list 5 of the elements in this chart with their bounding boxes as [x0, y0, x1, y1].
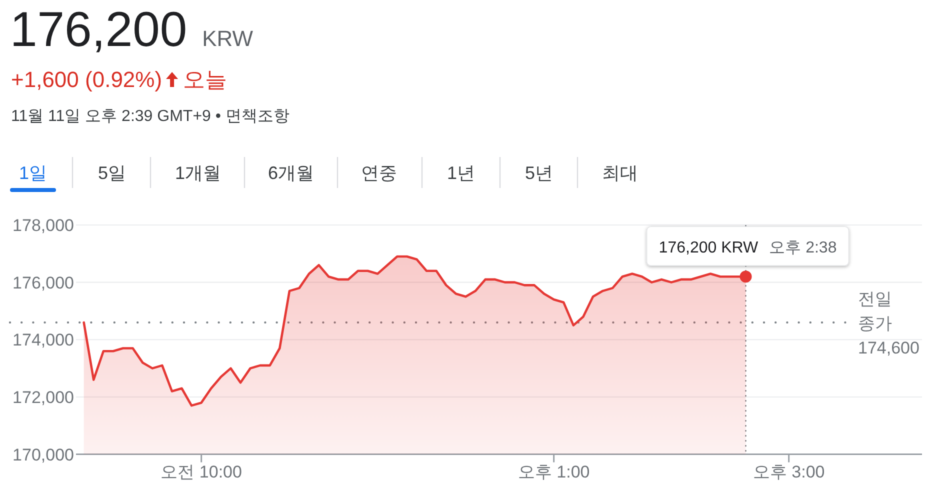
- annotation: 오늘: [183, 67, 228, 92]
- annotation: +1,600 (0.92%): [11, 67, 162, 92]
- title: 176,200: [10, 3, 188, 57]
- annotation: 11월 11일 오후 2:39 GMT+9 • 면책조항: [11, 108, 290, 125]
- annotation: KRW: [202, 26, 254, 51]
